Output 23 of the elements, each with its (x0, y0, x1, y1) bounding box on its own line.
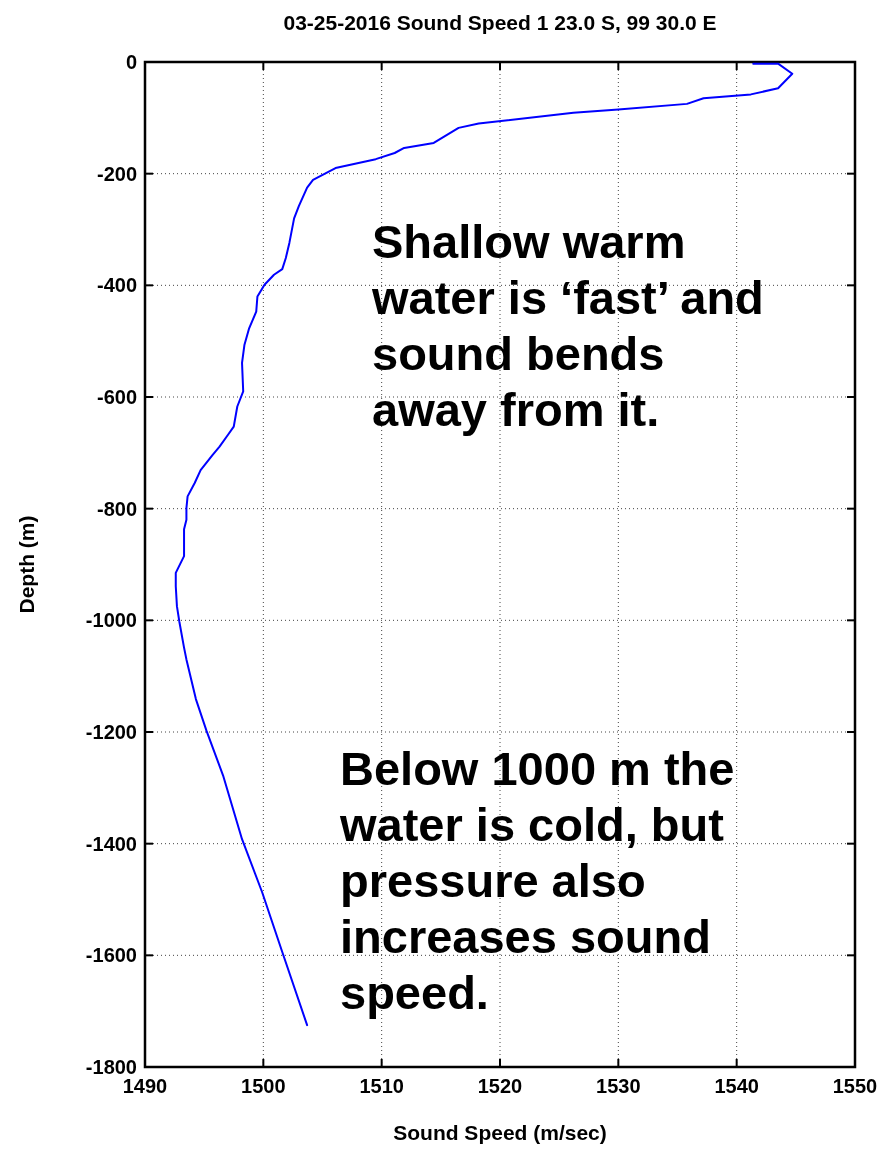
x-tick-label: 1550 (832, 1075, 878, 1097)
y-tick-label: -200 (96, 162, 137, 185)
x-tick-label: 1540 (714, 1075, 759, 1097)
x-tick-label: 1530 (596, 1075, 641, 1097)
y-tick-label: -1000 (85, 609, 137, 632)
x-tick-label: 1490 (122, 1075, 168, 1097)
x-tick-label: 1500 (241, 1075, 286, 1097)
line-series (174, 62, 794, 1027)
x-tick-label: 1510 (359, 1075, 404, 1097)
y-tick-label: -600 (96, 386, 137, 408)
x-axis-title: Sound Speed (m/sec) (393, 1121, 607, 1144)
y-tick-label: -1400 (85, 832, 137, 855)
y-tick-label: -1800 (85, 1056, 137, 1078)
y-tick-label: -1200 (85, 721, 137, 743)
annotation: Shallow warm water is ‘fast’ and sound bends away from it. (371, 215, 764, 436)
y-tick-label: -1600 (85, 944, 137, 967)
y-axis-title: Depth (m) (15, 515, 38, 614)
y-tick-label: 0 (125, 51, 137, 73)
chart-title: 03-25-2016 Sound Speed 1 23.0 S, 99 30.0 E (283, 11, 717, 34)
y-tick-label: -800 (96, 497, 137, 520)
x-tick-label: 1520 (477, 1075, 523, 1097)
annotation: Below 1000 m the water is cold, but pressure also increases sound speed. (339, 742, 735, 1019)
y-tick-label: -400 (96, 274, 137, 297)
